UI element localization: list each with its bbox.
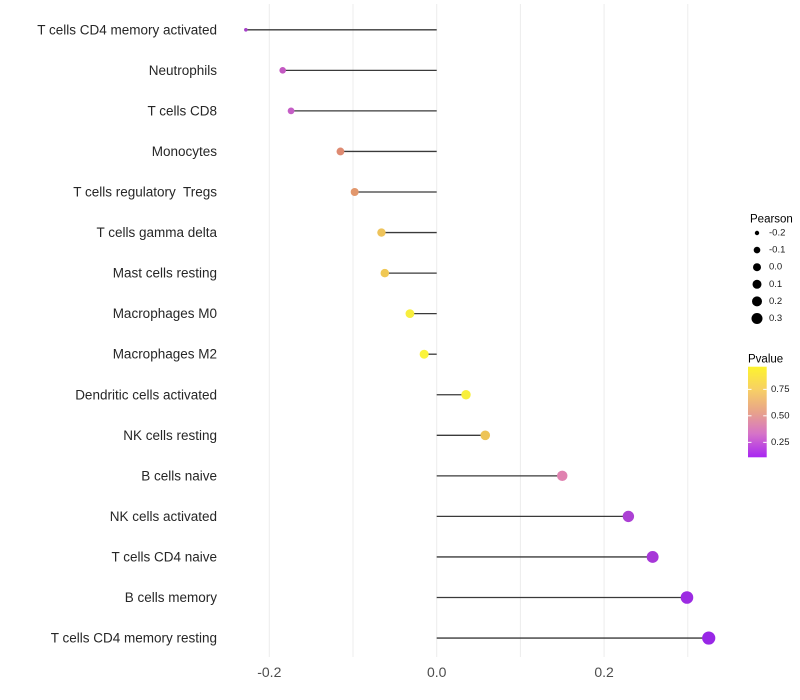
size-legend-title: Pearson	[750, 214, 793, 226]
size-legend-label: 0.3	[769, 313, 782, 324]
category-label: T cells CD4 memory resting	[51, 631, 217, 646]
category-label: NK cells resting	[123, 428, 217, 443]
lollipop-point	[480, 430, 491, 441]
size-legend-dot	[754, 230, 760, 236]
lollipop-point	[419, 349, 429, 359]
category-label: B cells naive	[141, 468, 217, 483]
lollipop-point	[557, 470, 568, 482]
size-legend-label: 0.0	[769, 262, 782, 273]
x-tick-label: 0.0	[427, 664, 447, 680]
stems-layer	[245, 29, 709, 639]
lollipop-point	[287, 107, 295, 115]
color-legend-label: 0.50	[771, 410, 790, 421]
category-label: B cells memory	[125, 590, 218, 605]
category-label: Monocytes	[152, 144, 218, 159]
size-legend-dot	[753, 263, 761, 272]
size-legend-dot	[752, 279, 762, 289]
color-legend-label: 0.75	[771, 384, 790, 395]
x-axis-labels-layer: -0.2 0.0 0.2	[257, 664, 614, 680]
size-legend-dot	[751, 313, 763, 324]
category-label: T cells CD8	[147, 103, 217, 118]
pvalue-color-legend: Pvalue 0.75 0.50 0.25	[748, 354, 790, 458]
category-label: Dendritic cells activated	[75, 387, 217, 402]
category-label: T cells CD4 memory activated	[37, 22, 217, 37]
category-label: T cells CD4 naive	[111, 549, 217, 564]
lollipop-point	[279, 67, 286, 74]
category-label: T cells gamma delta	[96, 225, 217, 240]
lollipop-point	[702, 631, 716, 645]
lollipop-point	[336, 147, 345, 156]
lollipop-point	[461, 390, 471, 400]
pearson-size-legend: Pearson -0.2 -0.1 0.0 0.1 0.2 0.3	[750, 214, 793, 324]
category-label: Neutrophils	[149, 63, 218, 78]
size-legend-label: -0.1	[769, 245, 785, 256]
size-legend-label: -0.2	[769, 228, 785, 239]
category-label: Macrophages M0	[113, 306, 217, 321]
lollipop-point	[380, 268, 390, 278]
lollipop-point	[377, 228, 386, 237]
color-legend-gradient-bar	[748, 366, 767, 458]
lollipop-point	[405, 309, 415, 319]
color-legend-label: 0.25	[771, 437, 790, 448]
size-legend-dot	[752, 296, 762, 307]
category-labels-layer: T cells CD4 memory activated Neutrophils T…	[37, 22, 217, 645]
category-label: T cells regulatory Tregs	[73, 185, 217, 200]
category-label: NK cells activated	[110, 509, 217, 524]
gridlines-layer	[268, 4, 689, 657]
category-label: Mast cells resting	[113, 266, 217, 281]
size-legend-label: 0.1	[769, 279, 782, 290]
x-tick-label: -0.2	[257, 664, 281, 680]
size-legend-label: 0.2	[769, 296, 782, 307]
size-legend-dot	[753, 246, 761, 254]
lollipop-point	[680, 591, 694, 604]
points-layer	[244, 28, 716, 645]
category-label: Macrophages M2	[113, 347, 217, 362]
lollipop-point	[244, 28, 248, 32]
lollipop-point	[350, 188, 359, 196]
color-legend-title: Pvalue	[748, 354, 783, 366]
lollipop-point	[646, 551, 659, 563]
x-tick-label: 0.2	[594, 664, 614, 680]
lollipop-point	[622, 510, 635, 523]
